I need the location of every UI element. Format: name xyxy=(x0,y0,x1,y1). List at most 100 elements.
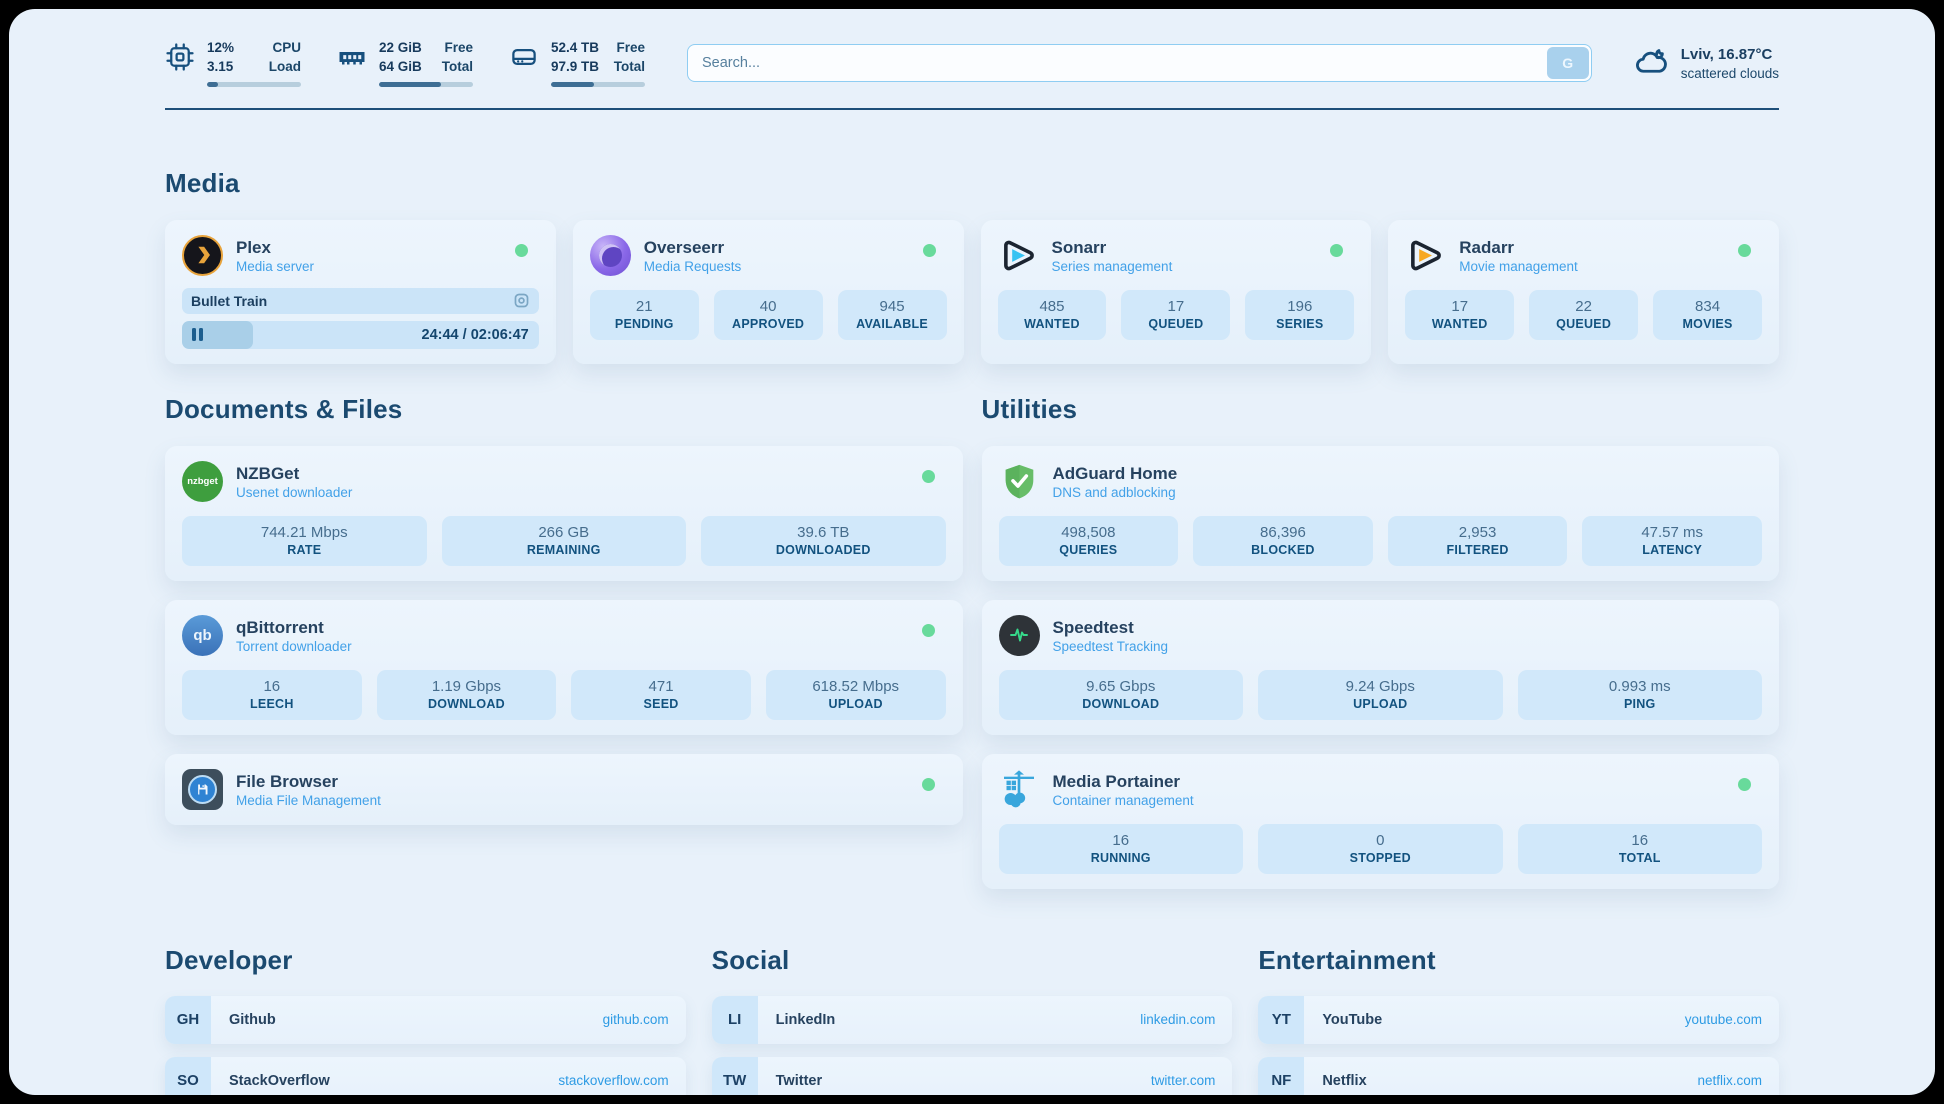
stat-label: REMAINING xyxy=(526,543,601,558)
bookmark-badge: SO xyxy=(165,1056,211,1095)
sonarr-icon xyxy=(998,235,1039,276)
stat-label: QUEUED xyxy=(1556,317,1612,332)
cpu-label: CPU xyxy=(272,40,301,55)
bookmark-name: LinkedIn xyxy=(775,1011,836,1028)
bookmark-stackoverflow[interactable]: SO StackOverflow stackoverflow.com xyxy=(165,1056,686,1095)
stat-tile: 9.24 Gbps UPLOAD xyxy=(1258,669,1503,720)
bookmark-name: Github xyxy=(229,1011,276,1028)
stat-value: 9.65 Gbps xyxy=(1086,678,1156,696)
playback-progress-bar[interactable]: 24:44 / 02:06:47 xyxy=(182,320,539,349)
cpu-usage-value: 12% xyxy=(207,40,235,55)
adguard-icon xyxy=(999,461,1040,502)
bookmark-badge: TW xyxy=(711,1056,758,1095)
disk-icon xyxy=(509,42,539,72)
memory-progress-track xyxy=(379,81,473,87)
app-card-filebrowser[interactable]: File Browser Media File Management xyxy=(165,753,963,825)
app-card-speedtest[interactable]: Speedtest Speedtest Tracking 9.65 Gbps D… xyxy=(981,599,1779,735)
bookmark-url[interactable]: stackoverflow.com xyxy=(558,1073,669,1089)
stat-value: 834 xyxy=(1695,298,1721,316)
app-subtitle: Usenet downloader xyxy=(236,484,353,500)
stat-tile: 22 QUEUED xyxy=(1529,289,1639,340)
status-online-dot xyxy=(1738,243,1751,257)
memory-progress-fill xyxy=(379,81,442,87)
stat-label: DOWNLOAD xyxy=(1082,697,1160,712)
stat-label: UPLOAD xyxy=(1353,697,1408,712)
section-title-utilities: Utilities xyxy=(981,393,1078,424)
stat-label: BLOCKED xyxy=(1251,543,1315,558)
stat-tile: 471 SEED xyxy=(571,669,751,720)
stat-label: QUERIES xyxy=(1059,543,1118,558)
stat-label: RATE xyxy=(287,543,322,558)
status-online-dot xyxy=(1738,777,1751,791)
bookmark-name: StackOverflow xyxy=(229,1072,330,1089)
app-subtitle: DNS and adblocking xyxy=(1052,484,1176,500)
app-card-portainer[interactable]: Media Portainer Container management 16 … xyxy=(981,753,1779,889)
stat-label: LATENCY xyxy=(1642,543,1703,558)
app-card-qbittorrent[interactable]: qb qBittorrent Torrent downloader 16 LEE… xyxy=(165,599,963,735)
bookmark-url[interactable]: linkedin.com xyxy=(1140,1012,1216,1028)
stat-value: 0 xyxy=(1376,832,1385,850)
bookmark-github[interactable]: GH Github github.com xyxy=(165,995,686,1044)
app-name: Sonarr xyxy=(1051,237,1107,257)
stat-value: 21 xyxy=(635,298,653,316)
stat-tile: 834 MOVIES xyxy=(1653,289,1763,340)
memory-free-label: Free xyxy=(444,40,473,55)
stat-label: WANTED xyxy=(1431,317,1488,332)
search-engine-button[interactable]: G xyxy=(1546,46,1589,79)
app-card-sonarr[interactable]: Sonarr Series management 485 WANTED 17 Q… xyxy=(980,219,1372,364)
stat-tile: 618.52 Mbps UPLOAD xyxy=(765,669,946,720)
app-name: Radarr xyxy=(1459,237,1515,257)
section-title-developer: Developer xyxy=(165,944,293,975)
section-title-media: Media xyxy=(165,167,240,198)
disk-stat: 52.4 TB 97.9 TB Free Total xyxy=(509,39,645,87)
stat-value: 9.24 Gbps xyxy=(1345,678,1415,696)
bookmark-url[interactable]: twitter.com xyxy=(1150,1073,1216,1089)
portainer-icon xyxy=(999,769,1040,810)
memory-free-value: 22 GiB xyxy=(379,40,422,55)
search-input[interactable] xyxy=(687,43,1592,82)
bookmark-twitter[interactable]: TW Twitter twitter.com xyxy=(711,1056,1233,1095)
stat-tile: 1.19 Gbps DOWNLOAD xyxy=(376,669,557,720)
status-online-dot xyxy=(514,243,528,257)
pause-button[interactable] xyxy=(192,327,206,342)
stat-tile: 86,396 BLOCKED xyxy=(1193,515,1373,566)
bookmark-linkedin[interactable]: LI LinkedIn linkedin.com xyxy=(711,995,1233,1044)
app-card-plex[interactable]: Plex Media server Bullet Train xyxy=(165,219,556,364)
stat-label: APPROVED xyxy=(732,317,805,332)
status-online-dot xyxy=(921,469,935,483)
status-online-dot xyxy=(1330,243,1344,257)
stat-tile: 485 WANTED xyxy=(997,289,1107,340)
app-card-radarr[interactable]: Radarr Movie management 17 WANTED 22 QUE… xyxy=(1388,219,1779,364)
bookmark-badge: NF xyxy=(1258,1056,1305,1095)
bookmark-url[interactable]: github.com xyxy=(602,1012,669,1028)
cloud-icon xyxy=(1634,45,1670,81)
memory-total-value: 64 GiB xyxy=(379,58,422,74)
stat-value: 16 xyxy=(1112,832,1130,850)
filebrowser-icon xyxy=(182,768,223,810)
app-card-adguard[interactable]: AdGuard Home DNS and adblocking 498,508 … xyxy=(981,445,1779,581)
app-card-nzbget[interactable]: nzbget NZBGet Usenet downloader 744.21 M… xyxy=(165,445,963,581)
stat-tile: 0 STOPPED xyxy=(1258,823,1503,874)
stat-value: 618.52 Mbps xyxy=(812,678,900,696)
stat-tile: 16 TOTAL xyxy=(1517,823,1762,874)
bookmark-url[interactable]: youtube.com xyxy=(1684,1012,1762,1028)
stat-value: 485 xyxy=(1039,298,1065,316)
memory-icon xyxy=(337,42,367,72)
disk-free-label: Free xyxy=(616,40,645,55)
app-name: Speedtest xyxy=(1052,617,1134,637)
qbittorrent-icon: qb xyxy=(182,614,223,656)
bookmark-netflix[interactable]: NF Netflix netflix.com xyxy=(1258,1056,1779,1095)
app-name: Media Portainer xyxy=(1052,771,1181,791)
app-subtitle: Torrent downloader xyxy=(236,638,352,654)
stat-label: FILTERED xyxy=(1446,543,1509,558)
stat-tile: 39.6 TB DOWNLOADED xyxy=(701,515,946,566)
stat-tile: 21 PENDING xyxy=(589,289,699,340)
weather-widget: Lviv, 16.87°C scattered clouds xyxy=(1634,45,1779,81)
dashboard-page: 12% 3.15 CPU Load xyxy=(9,9,1935,1095)
bookmark-youtube[interactable]: YT YouTube youtube.com xyxy=(1258,995,1779,1044)
bookmark-url[interactable]: netflix.com xyxy=(1697,1073,1762,1089)
app-card-overseerr[interactable]: Overseerr Media Requests 21 PENDING 40 A… xyxy=(572,219,964,364)
bookmark-badge: LI xyxy=(711,995,758,1044)
system-stats: 12% 3.15 CPU Load xyxy=(165,39,645,87)
app-subtitle: Series management xyxy=(1051,258,1173,274)
